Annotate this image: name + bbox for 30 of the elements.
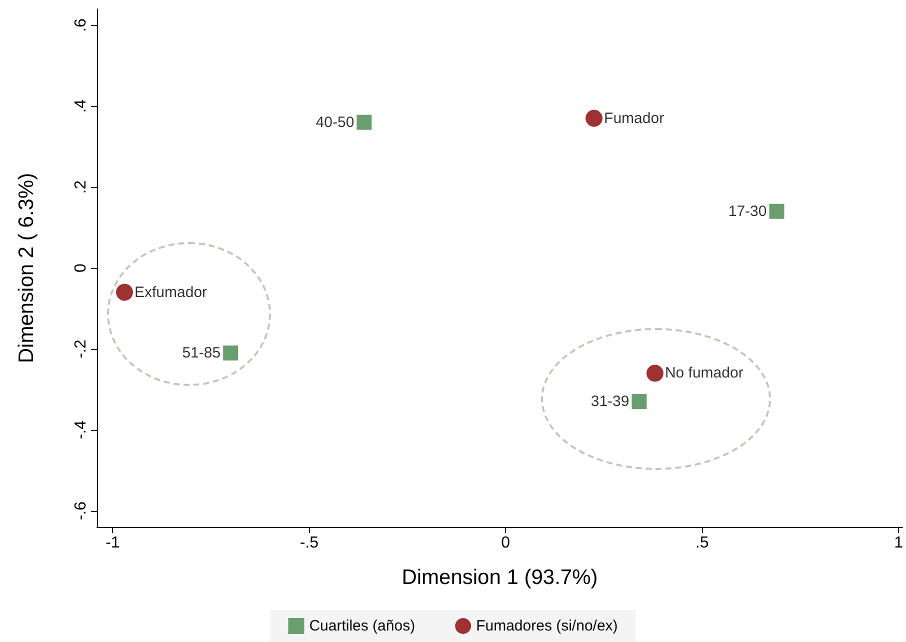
point	[769, 204, 784, 219]
y-tick-label: 0	[72, 263, 90, 272]
legend-label: Fumadores (si/no/ex)	[476, 618, 618, 634]
y-tick-label: .4	[72, 99, 90, 113]
y-tick-label: -.2	[72, 340, 90, 358]
annotation: Fumador	[604, 110, 664, 127]
y-tick-label: -.4	[72, 420, 90, 440]
y-tick-label: -.6	[72, 501, 90, 520]
annotation: 31-39	[590, 393, 630, 410]
point	[356, 114, 372, 130]
point	[586, 110, 603, 127]
point	[632, 394, 647, 410]
x-tick-label: -1	[106, 534, 120, 552]
point	[646, 364, 664, 382]
x-tick-label: 0	[501, 534, 510, 552]
annotation: 51-85	[182, 344, 221, 362]
annotation: No fumador	[664, 364, 744, 382]
x-axis-title: Dimension 1 (93.7%)	[402, 566, 598, 589]
y-tick-label: .6	[72, 18, 90, 32]
annotation: 17-30	[728, 202, 767, 220]
annotation: 40-50	[316, 114, 354, 131]
x-tick-label: -.5	[300, 534, 319, 552]
annotation: Exfumador	[134, 284, 208, 301]
point	[223, 345, 238, 360]
x-tick-label: 1	[894, 534, 904, 552]
y-axis-title: Dimension 2 ( 6.3%)	[15, 172, 38, 364]
x-tick-label: .5	[695, 534, 709, 552]
point	[116, 284, 134, 301]
y-tick-label: .2	[72, 180, 90, 194]
legend-label: Cuartiles (años)	[309, 618, 416, 634]
